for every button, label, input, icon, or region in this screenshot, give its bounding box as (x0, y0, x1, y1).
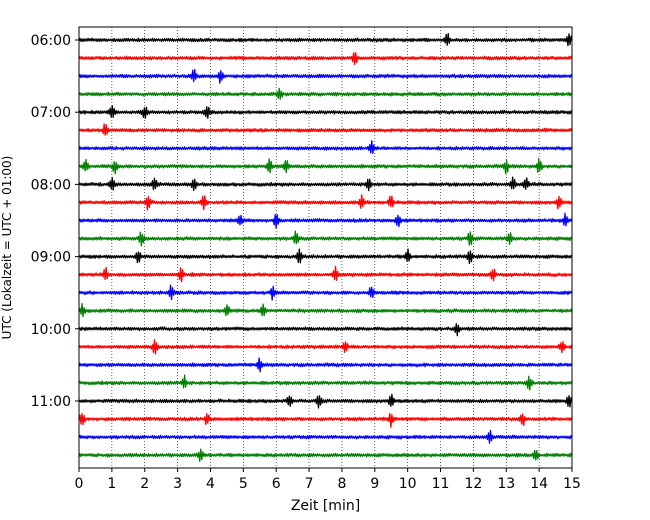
trace-0930 (78, 284, 573, 301)
y-axis: 06:00 07:00 08:00 09:00 10:00 11:00 (31, 33, 79, 410)
x-tick-label: 4 (206, 476, 215, 492)
trace-1145 (78, 448, 573, 462)
y-tick-label: 06:00 (31, 33, 71, 49)
trace-0715 (78, 123, 573, 136)
y-tick-label: 07:00 (31, 105, 71, 121)
x-tick-label: 2 (140, 476, 149, 492)
y-tick-label: 10:00 (31, 322, 71, 338)
trace-1100 (78, 393, 573, 409)
trace-1045 (78, 374, 573, 391)
x-axis-label: Zeit [min] (291, 498, 360, 514)
trace-0615 (78, 52, 573, 66)
trace-layer (78, 33, 573, 462)
x-tick-label: 13 (497, 476, 515, 492)
x-tick-label: 3 (173, 476, 182, 492)
trace-0845 (78, 230, 573, 247)
trace-0600 (78, 33, 573, 47)
y-tick-label: 11:00 (31, 394, 71, 410)
y-tick-label: 09:00 (31, 250, 71, 266)
trace-0630 (78, 68, 573, 84)
trace-0815 (78, 194, 573, 211)
trace-1115 (78, 412, 573, 428)
x-tick-label: 6 (272, 476, 281, 492)
x-tick-label: 11 (432, 476, 450, 492)
x-tick-label: 10 (399, 476, 417, 492)
x-tick-label: 0 (75, 476, 84, 492)
trace-0730 (78, 140, 573, 154)
y-axis-label: UTC (Lokalzeit = UTC + 01:00) (0, 156, 14, 340)
plot-frame (78, 26, 573, 469)
trace-0915 (78, 265, 573, 283)
trace-0700 (78, 104, 573, 119)
trace-0645 (78, 87, 573, 100)
x-tick-label: 9 (370, 476, 379, 492)
trace-1130 (78, 429, 573, 444)
trace-1015 (78, 339, 573, 355)
trace-0945 (78, 302, 573, 318)
x-tick-label: 5 (239, 476, 248, 492)
x-axis: 0 1 2 3 4 5 6 7 8 9 10 11 12 13 14 15 (75, 468, 581, 492)
x-tick-label: 8 (337, 476, 346, 492)
trace-1000 (78, 323, 573, 337)
trace-0900 (78, 248, 573, 265)
y-tick-label: 08:00 (31, 177, 71, 193)
x-tick-label: 1 (107, 476, 116, 492)
x-tick-label: 15 (563, 476, 581, 492)
trace-0745 (78, 157, 573, 175)
trace-0800 (78, 176, 573, 192)
x-tick-label: 14 (530, 476, 548, 492)
trace-1030 (78, 357, 573, 373)
x-tick-label: 7 (305, 476, 314, 492)
x-tick-label: 12 (464, 476, 482, 492)
trace-0830 (78, 212, 573, 229)
